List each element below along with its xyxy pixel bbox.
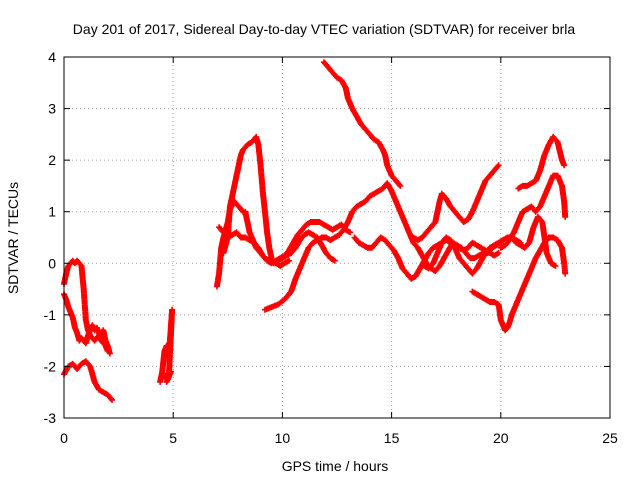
plus-markers xyxy=(320,59,404,189)
series-track-f xyxy=(216,219,354,267)
y-tick-label: -3 xyxy=(44,410,57,426)
chart-title: Day 201 of 2017, Sidereal Day-to-day VTE… xyxy=(73,21,576,37)
series-track-g xyxy=(220,133,292,269)
plus-markers xyxy=(469,234,569,334)
plus-markers xyxy=(157,306,176,385)
x-tick-label: 5 xyxy=(169,430,177,446)
x-tick-label: 15 xyxy=(384,430,400,446)
series-track-d xyxy=(157,306,176,385)
plus-markers xyxy=(61,358,115,403)
y-tick-label: 4 xyxy=(48,49,56,65)
plus-markers xyxy=(410,162,502,244)
y-tick-label: 2 xyxy=(48,152,56,168)
x-tick-label: 10 xyxy=(275,430,291,446)
y-tick-label: 1 xyxy=(48,204,56,220)
y-tick-label: 0 xyxy=(48,255,56,271)
series-track-o xyxy=(515,133,568,192)
plus-markers xyxy=(515,133,568,192)
series-track-h xyxy=(261,180,504,313)
y-tick-label: 3 xyxy=(48,101,56,117)
plus-markers xyxy=(421,234,524,277)
series-track-a xyxy=(61,358,115,403)
tick-layer: 0 5 10 15 20 25 -3 -2 -1 0 1 2 3 4 xyxy=(44,49,618,446)
x-tick-label: 20 xyxy=(493,430,509,446)
y-tick-label: -1 xyxy=(44,307,57,323)
series-track-i xyxy=(320,59,404,189)
plus-markers xyxy=(508,213,559,269)
series-track-p xyxy=(508,213,559,269)
y-tick-label: -2 xyxy=(44,358,57,374)
series-track-k xyxy=(410,162,502,244)
plus-markers xyxy=(220,133,292,269)
plus-markers xyxy=(216,219,354,267)
x-tick-label: 0 xyxy=(60,430,68,446)
plus-markers xyxy=(261,180,504,313)
series-track-m xyxy=(469,234,569,334)
plot-frame xyxy=(63,56,611,419)
data-layer xyxy=(61,59,569,403)
series-track-l xyxy=(421,234,524,277)
y-axis-label: SDTVAR / TECUs xyxy=(5,182,21,294)
x-tick-label: 25 xyxy=(602,430,618,446)
grid-layer xyxy=(64,57,610,418)
x-axis-label: GPS time / hours xyxy=(282,458,389,474)
